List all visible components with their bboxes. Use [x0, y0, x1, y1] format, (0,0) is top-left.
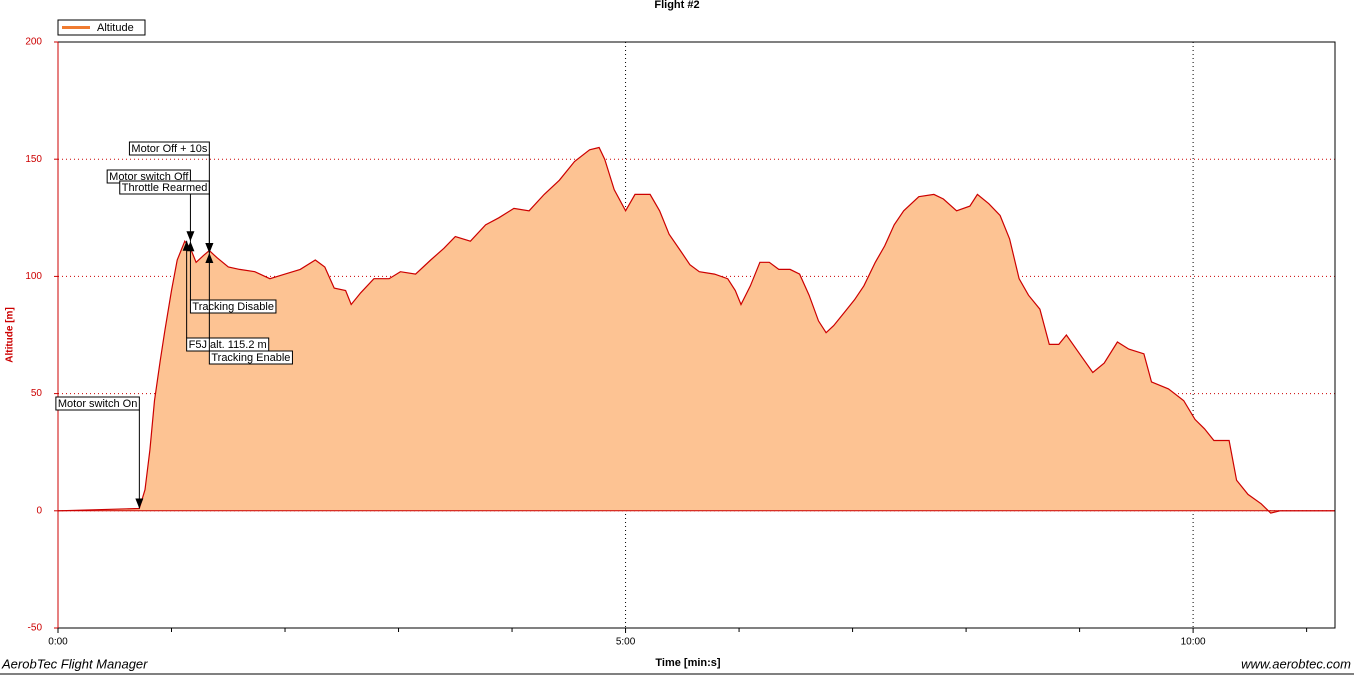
y-tick-label: 200 — [25, 37, 42, 48]
legend-label: Altitude — [97, 22, 134, 34]
annotation-label: Tracking Disable — [192, 301, 274, 313]
annotation-arrowhead — [205, 242, 214, 253]
annotation-box — [128, 141, 210, 156]
altitude-area — [58, 147, 1335, 514]
y-tick-label: 100 — [25, 271, 42, 282]
y-tick-label: 150 — [25, 154, 42, 165]
annotation: Motor switch On — [55, 396, 144, 509]
annotation-label: Tracking Enable — [211, 352, 290, 364]
legend-box — [57, 19, 146, 36]
annotation: Throttle Rearmed — [119, 180, 214, 253]
chart-title: Flight #2 — [654, 0, 699, 11]
altitude-line — [57, 146, 1335, 514]
annotation-arrowhead — [186, 231, 195, 242]
annotation-box — [189, 299, 277, 314]
annotation-label: F5J alt. 115.2 m — [189, 339, 267, 351]
annotation: Tracking Disable — [186, 241, 277, 314]
y-tick-label: -50 — [28, 623, 43, 634]
annotation-arrowhead — [205, 252, 214, 263]
x-tick-label: 5:00 — [616, 637, 636, 648]
annotation-box — [208, 350, 293, 365]
y-axis-label: Altitude [m] — [5, 307, 16, 363]
x-tick-label: 0:00 — [48, 637, 68, 648]
legend: Altitude — [57, 19, 146, 36]
annotation-label: Motor switch On — [58, 398, 137, 410]
annotation-arrowhead — [135, 498, 144, 509]
annotation-label: Motor Off + 10s — [131, 143, 207, 155]
annotation-label: Motor switch Off — [109, 171, 189, 183]
annotation: F5J alt. 115.2 m — [182, 240, 270, 352]
annotation: Motor switch Off — [106, 169, 195, 242]
annotation-label: Throttle Rearmed — [122, 182, 208, 194]
footer-left: AerobTec Flight Manager — [1, 656, 148, 671]
y-tick-label: 50 — [31, 388, 43, 399]
annotation-box — [55, 396, 140, 411]
y-tick-label: 0 — [36, 505, 42, 516]
annotation-arrowhead — [182, 240, 191, 251]
annotation: Tracking Enable — [205, 252, 293, 365]
annotation: Motor Off + 10s — [128, 141, 214, 253]
footer-right: www.aerobtec.com — [1241, 656, 1351, 671]
x-tick-label: 10:00 — [1181, 637, 1206, 648]
x-axis-label: Time [min:s] — [655, 657, 721, 669]
